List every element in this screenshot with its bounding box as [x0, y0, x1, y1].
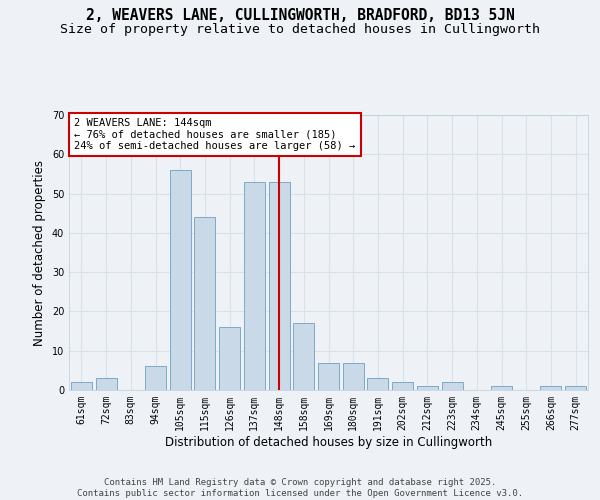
Bar — [95, 378, 116, 390]
X-axis label: Distribution of detached houses by size in Cullingworth: Distribution of detached houses by size … — [165, 436, 492, 448]
Bar — [392, 382, 413, 390]
Text: Size of property relative to detached houses in Cullingworth: Size of property relative to detached ho… — [60, 22, 540, 36]
Bar — [170, 170, 191, 390]
Bar — [318, 362, 339, 390]
Bar — [417, 386, 438, 390]
Bar — [367, 378, 388, 390]
Text: 2, WEAVERS LANE, CULLINGWORTH, BRADFORD, BD13 5JN: 2, WEAVERS LANE, CULLINGWORTH, BRADFORD,… — [86, 8, 514, 22]
Bar — [194, 217, 215, 390]
Text: 2 WEAVERS LANE: 144sqm
← 76% of detached houses are smaller (185)
24% of semi-de: 2 WEAVERS LANE: 144sqm ← 76% of detached… — [74, 118, 355, 151]
Bar — [491, 386, 512, 390]
Bar — [244, 182, 265, 390]
Bar — [541, 386, 562, 390]
Bar — [71, 382, 92, 390]
Bar — [145, 366, 166, 390]
Bar — [293, 323, 314, 390]
Bar — [219, 327, 240, 390]
Bar — [442, 382, 463, 390]
Y-axis label: Number of detached properties: Number of detached properties — [33, 160, 46, 346]
Text: Contains HM Land Registry data © Crown copyright and database right 2025.
Contai: Contains HM Land Registry data © Crown c… — [77, 478, 523, 498]
Bar — [269, 182, 290, 390]
Bar — [565, 386, 586, 390]
Bar — [343, 362, 364, 390]
